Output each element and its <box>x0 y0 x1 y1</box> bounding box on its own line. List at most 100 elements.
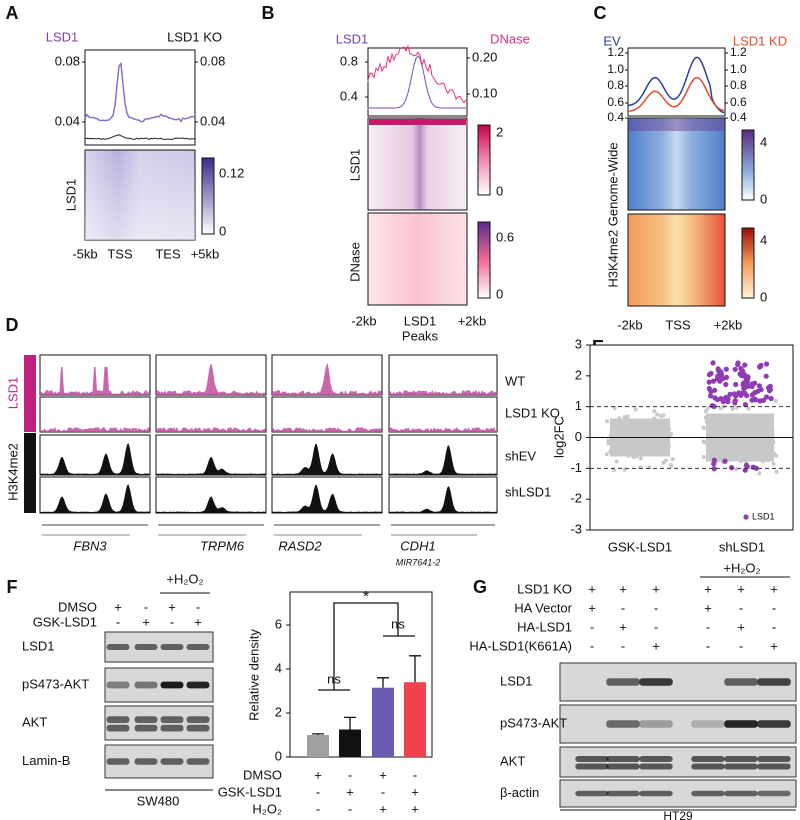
band <box>575 763 609 770</box>
track-box <box>271 396 383 433</box>
point-highlight <box>706 379 712 385</box>
point-highlight <box>722 458 728 464</box>
y-tick-label: 2 <box>575 367 582 382</box>
point <box>652 416 657 421</box>
band <box>639 790 673 797</box>
sign: + <box>114 599 122 614</box>
point <box>655 437 660 442</box>
profile-dnase <box>367 44 467 104</box>
blot-label: AKT <box>500 753 525 768</box>
sign: + <box>619 581 627 596</box>
colorbar <box>741 227 755 299</box>
point <box>626 421 631 426</box>
colorbar <box>477 221 491 299</box>
point-highlight <box>708 389 714 395</box>
y-tick-label: -2 <box>570 491 582 506</box>
tick-label: 2 <box>496 124 503 139</box>
tick-label: 0.10 <box>472 85 497 100</box>
point <box>766 426 771 431</box>
x-label: +2kb <box>458 313 487 328</box>
point <box>618 427 623 432</box>
point <box>614 428 619 433</box>
point <box>666 441 671 446</box>
track-signal <box>389 390 497 395</box>
label: DNase <box>490 31 530 46</box>
error-bar <box>344 716 356 730</box>
point <box>645 443 650 448</box>
point-highlight <box>742 402 749 408</box>
point <box>717 448 721 453</box>
tick-label: 1.0 <box>730 62 747 76</box>
label: DNase <box>347 242 362 282</box>
point <box>770 429 775 434</box>
point <box>771 461 776 466</box>
point <box>772 451 777 456</box>
point <box>622 448 627 453</box>
point <box>609 430 614 434</box>
band <box>606 720 640 728</box>
track-signal <box>156 496 266 513</box>
point <box>661 413 666 418</box>
point <box>739 419 744 424</box>
colorbar <box>741 129 755 201</box>
point <box>658 424 663 429</box>
group-bar <box>24 433 36 513</box>
point <box>640 444 645 449</box>
sign: + <box>379 767 387 782</box>
point-highlight <box>764 361 770 367</box>
point <box>727 453 732 458</box>
band <box>186 724 210 732</box>
panel-letter: D <box>6 315 19 335</box>
band <box>186 758 210 765</box>
profile-box <box>627 47 726 117</box>
point <box>706 444 711 449</box>
profile-lsd1 <box>367 55 466 110</box>
point-highlight <box>753 465 760 471</box>
label: DMSO <box>243 767 282 782</box>
profile-kd <box>627 76 725 112</box>
point <box>746 453 751 458</box>
tick-label: 0 <box>496 286 503 301</box>
point-highlight <box>710 378 717 384</box>
band <box>724 756 758 762</box>
sign: - <box>316 784 320 799</box>
point <box>662 425 667 430</box>
sign: + <box>411 801 419 816</box>
point <box>751 433 756 438</box>
band <box>575 790 609 797</box>
point <box>662 428 667 433</box>
error-bar <box>409 655 421 683</box>
band <box>106 758 130 765</box>
sign: - <box>706 619 710 634</box>
point <box>713 432 718 437</box>
x-tick-label: GSK-LSD1 <box>608 539 672 554</box>
point <box>725 429 730 434</box>
band <box>757 678 791 686</box>
sign: - <box>654 600 658 615</box>
blot-label: LSD1 <box>500 673 533 688</box>
band <box>691 790 725 797</box>
point <box>629 450 634 455</box>
tick-label: 0.8 <box>730 78 747 92</box>
band <box>757 756 791 762</box>
sign: + <box>737 581 745 596</box>
blot-label: pS473-AKT <box>22 676 89 691</box>
heatmap <box>367 117 468 211</box>
point <box>625 414 630 419</box>
legend-marker <box>743 514 749 520</box>
tick-label: 4 <box>760 232 767 247</box>
point <box>619 442 624 446</box>
sign: + <box>411 784 419 799</box>
point <box>707 424 712 429</box>
point <box>646 424 651 429</box>
point-highlight <box>738 372 745 379</box>
panel-letter: C <box>594 3 607 23</box>
point <box>751 447 756 452</box>
band <box>106 644 130 650</box>
point <box>606 441 611 446</box>
point-highlight <box>732 400 738 406</box>
tick-label: 1.2 <box>730 45 747 59</box>
band <box>691 763 725 770</box>
label: LSD1 KO <box>167 29 222 44</box>
point <box>730 407 735 411</box>
